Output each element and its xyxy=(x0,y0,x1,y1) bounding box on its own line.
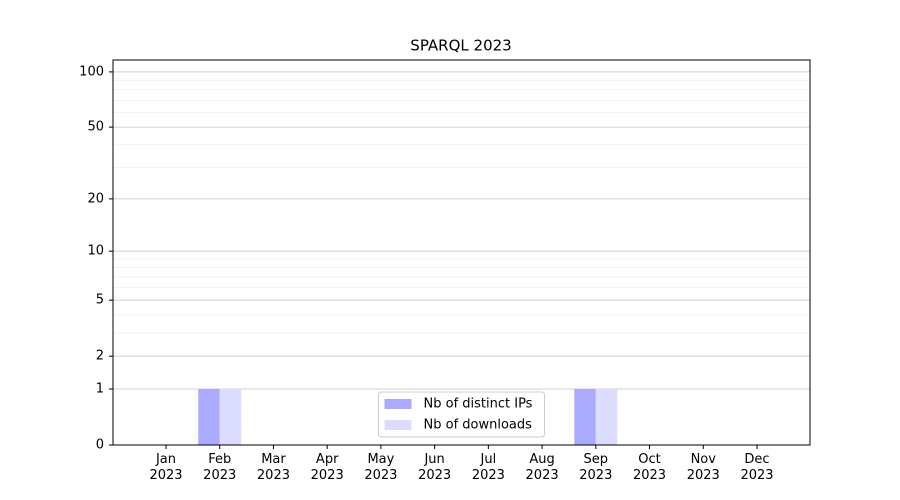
y-tick-label: 1 xyxy=(96,381,104,396)
y-tick-label: 0 xyxy=(96,438,104,453)
y-tick-label: 20 xyxy=(87,191,104,206)
bar xyxy=(219,388,242,445)
x-tick-label: Nov 2023 xyxy=(686,452,720,483)
y-tick-label: 5 xyxy=(96,293,104,308)
x-tick-label: Jan 2023 xyxy=(149,452,183,483)
x-tick-label: Mar 2023 xyxy=(256,452,290,483)
x-tick-label: Apr 2023 xyxy=(310,452,344,483)
legend-swatch xyxy=(384,420,412,430)
legend-swatch xyxy=(384,399,412,409)
y-tick-label: 50 xyxy=(87,120,104,135)
bar xyxy=(595,388,618,445)
x-tick-label: Dec 2023 xyxy=(740,452,774,483)
x-tick-label: Aug 2023 xyxy=(525,452,559,483)
y-tick-label: 100 xyxy=(79,64,104,79)
x-tick-label: Jun 2023 xyxy=(418,452,452,483)
x-tick-label: Jul 2023 xyxy=(471,452,505,483)
y-tick-label: 10 xyxy=(87,244,104,259)
y-tick-label: 2 xyxy=(96,349,104,364)
legend-box xyxy=(378,391,545,438)
x-tick-label: Feb 2023 xyxy=(203,452,237,483)
x-tick-label: Sep 2023 xyxy=(579,452,613,483)
x-tick-label: May 2023 xyxy=(364,452,398,483)
legend-label: Nb of downloads xyxy=(424,418,533,433)
plot-frame xyxy=(112,59,811,446)
x-tick-label: Oct 2023 xyxy=(632,452,667,483)
bar xyxy=(198,388,220,445)
chart-title: SPARQL 2023 xyxy=(410,37,511,55)
legend-label: Nb of distinct IPs xyxy=(424,397,533,412)
bar xyxy=(574,388,596,445)
